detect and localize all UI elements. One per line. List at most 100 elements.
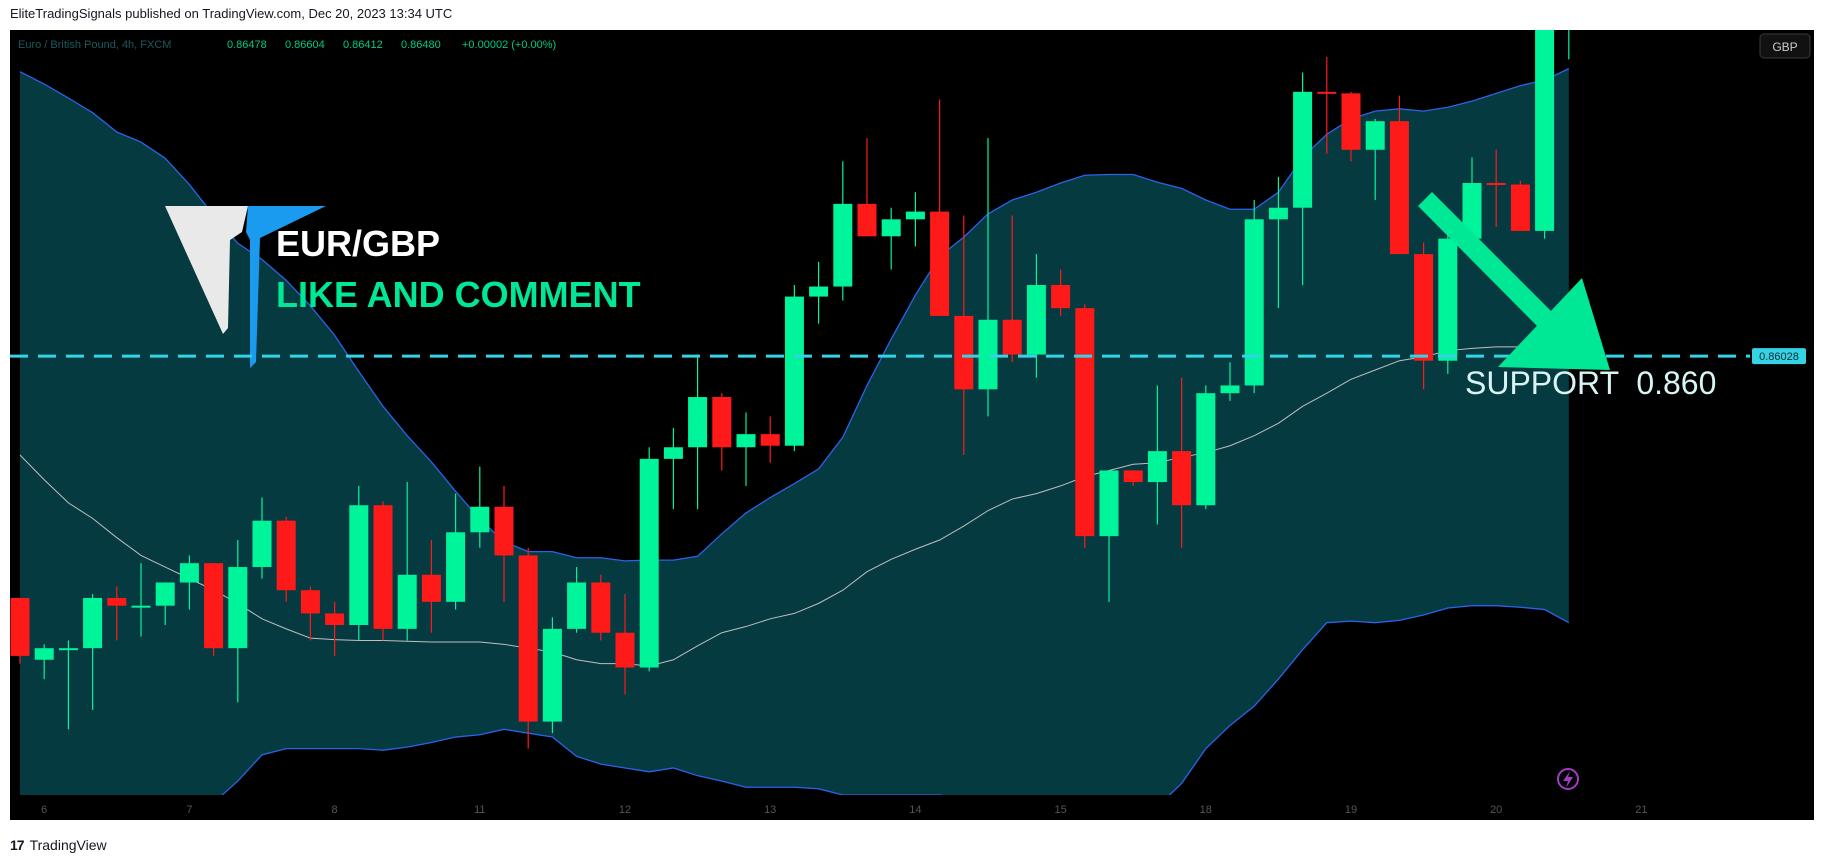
candle-body xyxy=(1268,207,1288,220)
candle-body xyxy=(1462,183,1482,239)
candle-body xyxy=(809,286,829,297)
chart-area[interactable]: 0.864000.863500.863000.862500.862000.861… xyxy=(10,30,1814,820)
x-tick-label: 14 xyxy=(909,804,921,816)
current-price-marker: 0.86028 xyxy=(1752,348,1806,365)
overlay-subtitle: LIKE AND COMMENT xyxy=(276,274,641,315)
candle-body xyxy=(1026,285,1046,355)
candle-body xyxy=(470,506,490,533)
candle-body xyxy=(1099,470,1119,537)
candle-body xyxy=(760,434,780,446)
candle-body xyxy=(1051,285,1071,309)
candle-body xyxy=(421,574,441,602)
x-tick-label: 21 xyxy=(1635,804,1647,816)
overlay-title: EUR/GBP xyxy=(276,223,440,264)
candle-body xyxy=(591,582,611,633)
candle-body xyxy=(179,563,199,583)
candle-body xyxy=(1365,121,1385,150)
candle-body xyxy=(1220,385,1240,394)
candle-body xyxy=(349,505,369,625)
candle-body xyxy=(542,628,562,722)
candle-body xyxy=(300,590,320,614)
candle-body xyxy=(131,605,151,608)
candle-body xyxy=(833,203,853,287)
candle-body xyxy=(155,582,175,606)
legend-ohlc: 0.86478 0.86604 0.86412 0.86480 +0.00002… xyxy=(227,39,556,51)
legend-change: +0.00002 (+0.00%) xyxy=(462,39,556,51)
x-tick-label: 7 xyxy=(186,804,192,816)
x-tick-label: 8 xyxy=(332,804,338,816)
legend-close: 0.86480 xyxy=(401,39,441,51)
currency-button[interactable]: GBP xyxy=(1759,33,1811,59)
legend-low: 0.86412 xyxy=(343,39,383,51)
candle-body xyxy=(1535,30,1555,231)
candle-body xyxy=(276,520,296,591)
candle-body xyxy=(784,296,804,446)
x-tick-label: 20 xyxy=(1490,804,1502,816)
candle-body xyxy=(228,567,248,649)
candle-body xyxy=(58,648,78,651)
candlestick-chart[interactable]: 0.864000.863500.863000.862500.862000.861… xyxy=(10,30,1814,820)
band-basis-line xyxy=(19,342,1569,667)
x-tick-label: 13 xyxy=(764,804,776,816)
publish-info: EliteTradingSignals published on Trading… xyxy=(10,6,453,21)
x-tick-label: 11 xyxy=(474,804,485,816)
brand-logo-icon xyxy=(165,206,326,368)
current-price-label: 0.86028 xyxy=(1759,351,1799,363)
candle-body xyxy=(1196,393,1216,506)
candle-body xyxy=(397,574,417,629)
candle-body xyxy=(639,458,659,668)
candle-body xyxy=(1414,254,1434,361)
candle-body xyxy=(1244,219,1264,386)
candle-body xyxy=(34,648,54,660)
candle-body xyxy=(1172,451,1192,506)
candle-body xyxy=(1293,91,1313,208)
support-label: SUPPORT 0.860 xyxy=(1465,365,1716,401)
candle-body xyxy=(325,613,345,625)
candle-body xyxy=(373,505,393,629)
footer-brand: TradingView xyxy=(29,837,107,853)
candle-body xyxy=(736,434,756,448)
candle-body xyxy=(978,319,998,390)
x-tick-label: 12 xyxy=(619,804,631,816)
legend-open: 0.86478 xyxy=(227,39,267,51)
candle-body xyxy=(107,597,127,606)
candle-body xyxy=(567,582,587,629)
candle-body xyxy=(930,211,950,316)
candle-body xyxy=(83,597,103,649)
candle-body xyxy=(518,555,538,722)
lightning-icon[interactable] xyxy=(1557,768,1579,790)
price-axis xyxy=(1750,30,1814,795)
x-tick-label: 19 xyxy=(1345,804,1357,816)
candle-body xyxy=(1486,183,1506,185)
tradingview-logo-icon: 17 xyxy=(10,837,25,853)
candle-body xyxy=(204,563,224,649)
candle-body xyxy=(615,632,635,668)
time-axis xyxy=(10,795,1814,820)
candle-body xyxy=(1341,93,1361,150)
x-tick-label: 6 xyxy=(41,804,47,816)
x-tick-label: 15 xyxy=(1054,804,1066,816)
candle-body xyxy=(663,447,683,459)
candle-body xyxy=(1075,308,1095,537)
candle-body xyxy=(494,506,514,556)
candle-body xyxy=(1389,121,1409,255)
candle-body xyxy=(1002,319,1022,355)
candle-body xyxy=(905,211,925,220)
candle-body xyxy=(1147,451,1167,483)
candle-body xyxy=(954,315,974,390)
band-lower-line xyxy=(190,605,1570,820)
candle-body xyxy=(1317,91,1337,94)
candle-body xyxy=(1510,184,1530,231)
candle-body xyxy=(1123,470,1143,483)
candle-body xyxy=(252,520,272,568)
candle-body xyxy=(10,597,30,656)
candle-body xyxy=(857,203,877,237)
currency-label: GBP xyxy=(1772,40,1797,54)
candle-body xyxy=(712,397,732,448)
x-axis-ticks: 6 7 8 11 12 13 14 15 18 19 20 21 xyxy=(41,804,1647,816)
candle-body xyxy=(881,219,901,237)
legend-high: 0.86604 xyxy=(285,39,325,51)
candle-body xyxy=(688,397,708,448)
candle-body xyxy=(446,532,466,602)
candles xyxy=(10,30,1570,749)
